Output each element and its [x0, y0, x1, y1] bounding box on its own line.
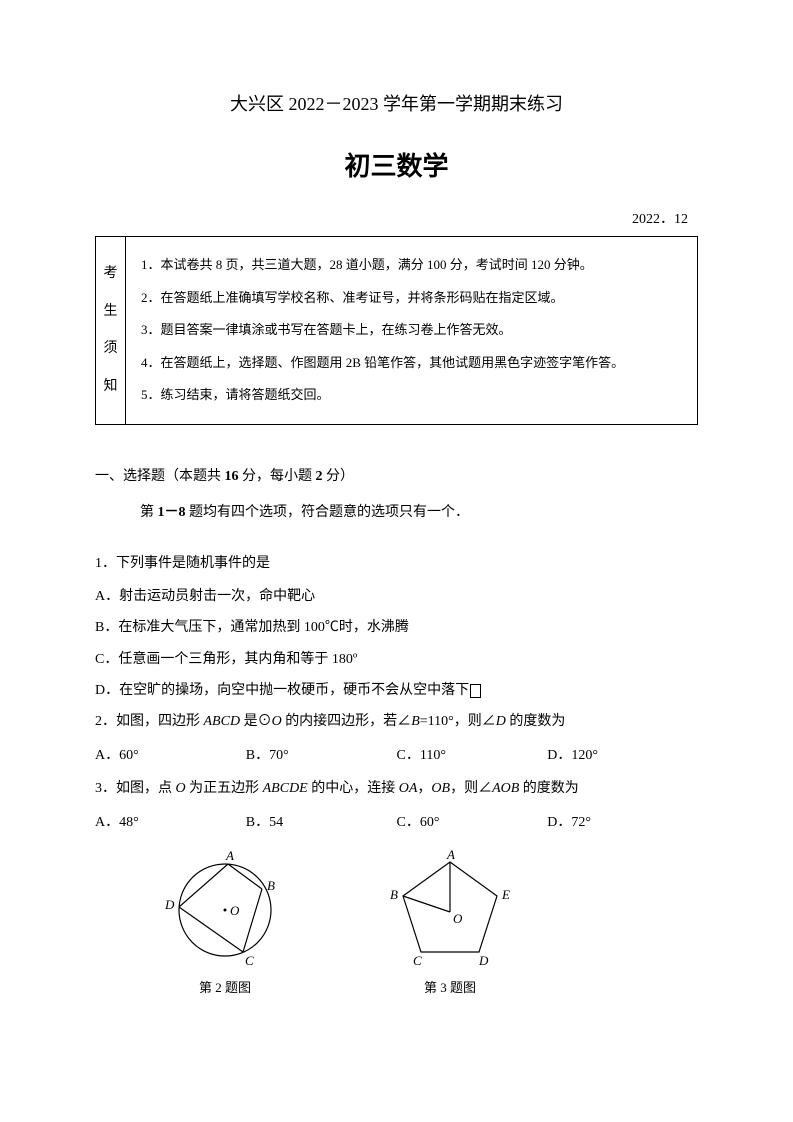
fig2-label-a: A	[225, 848, 234, 863]
q2-text: 2．如图，四边形	[95, 714, 204, 729]
notice-item: 1．本试卷共 8 页，共三道大题，28 道小题，满分 100 分，考试时间 12…	[141, 249, 682, 282]
fig2-label-c: C	[245, 953, 254, 967]
notice-label-char: 知	[104, 374, 118, 399]
notice-item: 5．练习结束，请将答题纸交回。	[141, 379, 682, 412]
q3-option-a: A．48°	[95, 808, 246, 837]
q2-italic: B	[411, 714, 420, 729]
fig3-label-c: C	[413, 953, 422, 967]
q3-text: 3．如图，点	[95, 781, 176, 796]
q1-stem: 1．下列事件是随机事件的是	[95, 549, 698, 578]
figure-3-caption: 第 3 题图	[375, 977, 525, 996]
q3-options: A．48° B．54 C．60° D．72°	[95, 808, 698, 837]
q2-option-c: C．110°	[397, 741, 548, 770]
q2-text: =110°，则∠	[420, 714, 496, 729]
section-bold: 16	[225, 469, 239, 484]
fig3-label-e: E	[501, 887, 510, 902]
small-box-icon	[470, 684, 481, 698]
q2-italic: O	[272, 714, 282, 729]
figure-3-svg: A B E C D O	[375, 847, 525, 967]
q2-stem: 2．如图，四边形 ABCD 是⊙O 的内接四边形，若∠B=110°，则∠D 的度…	[95, 707, 698, 736]
fig3-label-o: O	[453, 911, 463, 926]
fig3-label-b: B	[390, 887, 398, 902]
fig3-label-a: A	[446, 847, 455, 862]
notice-label-char: 考	[104, 261, 118, 286]
fig3-label-d: D	[478, 953, 489, 967]
section-header: 一、选择题（本题共 16 分，每小题 2 分）	[95, 465, 698, 485]
q1-option-b: B．在标准大气压下，通常加热到 100℃时，水沸腾	[95, 613, 698, 642]
q3-text: 的中心，连接	[308, 781, 399, 796]
notice-label: 考 生 须 知	[96, 237, 126, 424]
q3-text: 为正五边形	[186, 781, 263, 796]
section-text: 分）	[323, 469, 355, 484]
fig2-label-b: B	[267, 878, 275, 893]
note-text: 题均有四个选项，符合题意的选项只有一个．	[186, 505, 470, 520]
q3-option-c: C．60°	[397, 808, 548, 837]
q3-text: 的度数为	[519, 781, 579, 796]
q2-option-a: A．60°	[95, 741, 246, 770]
q1-option-d-text: D．在空旷的操场，向空中抛一枚硬币，硬币不会从空中落下	[95, 683, 469, 698]
q2-italic: ABCD	[204, 714, 241, 729]
notice-item: 3．题目答案一律填涂或书写在答题卡上，在练习卷上作答无效。	[141, 314, 682, 347]
q2-text: 的内接四边形，若∠	[282, 714, 412, 729]
q3-option-b: B．54	[246, 808, 397, 837]
q3-text: ，	[417, 781, 431, 796]
notice-label-char: 生	[104, 299, 118, 324]
note-bold: 1－8	[158, 505, 186, 520]
figure-2: A B C D O 第 2 题图	[155, 847, 295, 996]
notice-content: 1．本试卷共 8 页，共三道大题，28 道小题，满分 100 分，考试时间 12…	[126, 237, 697, 424]
q3-italic: OB	[431, 781, 450, 796]
notice-item: 2．在答题纸上准确填写学校名称、准考证号，并将条形码贴在指定区域。	[141, 282, 682, 315]
note-text: 第	[140, 505, 158, 520]
exam-subtitle: 初三数学	[95, 146, 698, 183]
q3-italic: ABCDE	[263, 781, 308, 796]
q3-italic: O	[176, 781, 186, 796]
notice-item: 4．在答题纸上，选择题、作图题用 2B 铅笔作答，其他试题用黑色字迹签字笔作答。	[141, 347, 682, 380]
q3-text: ，则∠	[450, 781, 492, 796]
q2-text: 是	[240, 714, 258, 729]
q2-circle-o: ⊙	[258, 714, 272, 729]
q3-option-d: D．72°	[547, 808, 698, 837]
q3-italic: OA	[399, 781, 418, 796]
notice-label-char: 须	[104, 336, 118, 361]
q2-text: 的度数为	[506, 714, 566, 729]
figure-2-caption: 第 2 题图	[155, 977, 295, 996]
q2-options: A．60° B．70° C．110° D．120°	[95, 741, 698, 770]
notice-box: 考 生 须 知 1．本试卷共 8 页，共三道大题，28 道小题，满分 100 分…	[95, 236, 698, 425]
q2-italic: D	[496, 714, 506, 729]
section-bold: 2	[316, 469, 323, 484]
section-text: 一、选择题（本题共	[95, 469, 225, 484]
q2-option-b: B．70°	[246, 741, 397, 770]
q3-italic: AOB	[492, 781, 519, 796]
q3-stem: 3．如图，点 O 为正五边形 ABCDE 的中心，连接 OA，OB，则∠AOB …	[95, 774, 698, 803]
q1-option-c: C．任意画一个三角形，其内角和等于 180º	[95, 645, 698, 674]
fig2-label-d: D	[164, 897, 175, 912]
q2-option-d: D．120°	[547, 741, 698, 770]
section-text: 分，每小题	[239, 469, 316, 484]
figure-3: A B E C D O 第 3 题图	[375, 847, 525, 996]
section-note: 第 1－8 题均有四个选项，符合题意的选项只有一个．	[140, 501, 698, 521]
q1-option-d: D．在空旷的操场，向空中抛一枚硬币，硬币不会从空中落下	[95, 676, 698, 705]
fig2-label-o: O	[230, 903, 240, 918]
exam-title: 大兴区 2022－2023 学年第一学期期末练习	[95, 90, 698, 116]
q1-option-a: A．射击运动员射击一次，命中靶心	[95, 582, 698, 611]
exam-date: 2022．12	[95, 208, 698, 228]
figure-2-svg: A B C D O	[155, 847, 295, 967]
figures-row: A B C D O 第 2 题图 A B E C D O 第 3 题图	[95, 847, 698, 996]
